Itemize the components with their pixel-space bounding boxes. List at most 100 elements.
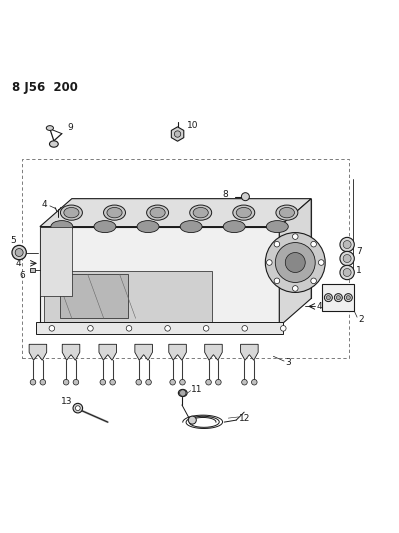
Circle shape [88, 326, 93, 331]
Circle shape [344, 294, 352, 302]
Circle shape [311, 241, 316, 247]
Polygon shape [40, 227, 279, 326]
Text: 5: 5 [10, 237, 16, 246]
Ellipse shape [190, 205, 211, 220]
Text: 6: 6 [19, 271, 25, 280]
Text: 8: 8 [222, 190, 228, 199]
Circle shape [285, 253, 305, 272]
Circle shape [274, 241, 280, 247]
Circle shape [40, 379, 45, 385]
Polygon shape [99, 344, 117, 360]
Circle shape [251, 379, 257, 385]
Polygon shape [60, 274, 128, 318]
Circle shape [215, 379, 221, 385]
Circle shape [206, 379, 211, 385]
Circle shape [311, 278, 316, 284]
Circle shape [280, 326, 286, 331]
Circle shape [75, 406, 80, 410]
Circle shape [170, 379, 176, 385]
Ellipse shape [233, 205, 255, 220]
Circle shape [275, 243, 315, 282]
Text: 4: 4 [316, 302, 322, 311]
Text: 13: 13 [61, 397, 73, 406]
Circle shape [73, 379, 79, 385]
Ellipse shape [266, 221, 288, 232]
Polygon shape [44, 271, 212, 322]
Ellipse shape [236, 207, 251, 218]
Circle shape [340, 265, 354, 280]
Circle shape [340, 252, 354, 266]
Polygon shape [40, 199, 311, 227]
Ellipse shape [64, 207, 79, 218]
Bar [322, 284, 354, 311]
Circle shape [324, 294, 332, 302]
Circle shape [110, 379, 115, 385]
Circle shape [49, 326, 55, 331]
Circle shape [180, 390, 186, 396]
Circle shape [340, 237, 354, 252]
Bar [30, 269, 35, 272]
Circle shape [30, 379, 36, 385]
Circle shape [146, 379, 151, 385]
Text: 7: 7 [356, 247, 361, 256]
Ellipse shape [107, 207, 122, 218]
Text: 9: 9 [68, 123, 73, 132]
Circle shape [265, 232, 325, 293]
Polygon shape [72, 199, 311, 298]
Ellipse shape [276, 205, 298, 220]
Ellipse shape [279, 207, 294, 218]
Circle shape [180, 379, 185, 385]
Circle shape [346, 296, 350, 300]
Text: 10: 10 [187, 121, 198, 130]
Circle shape [242, 326, 247, 331]
Ellipse shape [180, 221, 202, 232]
Circle shape [343, 255, 351, 263]
Circle shape [15, 248, 23, 256]
Circle shape [100, 379, 106, 385]
Circle shape [343, 240, 351, 248]
Circle shape [188, 416, 196, 424]
Circle shape [267, 260, 272, 265]
Ellipse shape [94, 221, 116, 232]
Polygon shape [62, 344, 80, 360]
Circle shape [318, 260, 324, 265]
Circle shape [292, 286, 298, 291]
Ellipse shape [223, 221, 245, 232]
Polygon shape [279, 199, 311, 326]
Ellipse shape [150, 207, 165, 218]
Ellipse shape [46, 126, 53, 131]
Circle shape [343, 269, 351, 277]
Text: 12: 12 [239, 414, 251, 423]
Text: 1: 1 [356, 266, 362, 275]
Ellipse shape [178, 390, 187, 397]
Bar [22, 159, 349, 358]
Circle shape [242, 379, 247, 385]
Polygon shape [36, 322, 283, 334]
Circle shape [63, 379, 69, 385]
Text: 2: 2 [358, 314, 364, 324]
Polygon shape [169, 344, 186, 360]
Circle shape [203, 326, 209, 331]
Ellipse shape [49, 141, 58, 147]
Circle shape [174, 131, 181, 137]
Text: 11: 11 [191, 385, 202, 394]
Circle shape [292, 234, 298, 239]
Text: 4: 4 [15, 259, 21, 268]
Circle shape [136, 379, 142, 385]
Circle shape [73, 403, 83, 413]
Ellipse shape [137, 221, 159, 232]
Circle shape [241, 193, 249, 200]
Polygon shape [29, 344, 47, 360]
Circle shape [12, 245, 26, 260]
Circle shape [326, 296, 330, 300]
Circle shape [274, 278, 280, 284]
Circle shape [336, 296, 340, 300]
Text: 4: 4 [42, 200, 47, 209]
Circle shape [126, 326, 132, 331]
Polygon shape [40, 227, 72, 296]
Polygon shape [135, 344, 152, 360]
Polygon shape [205, 344, 222, 360]
Text: 3: 3 [285, 358, 291, 367]
Ellipse shape [51, 221, 73, 232]
Text: 8 J56  200: 8 J56 200 [12, 81, 78, 94]
